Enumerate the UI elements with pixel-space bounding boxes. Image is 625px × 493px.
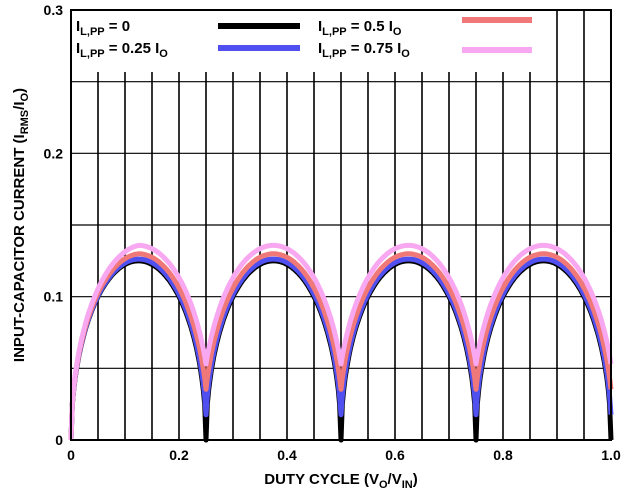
plot-frame (70, 9, 612, 441)
x-tick-label: 1.0 (601, 447, 621, 463)
y-tick-label: 0.1 (44, 289, 64, 305)
x-tick-label: 0.6 (385, 447, 405, 463)
legend-label-2: IL,PP = 0.5 IO (318, 18, 402, 38)
legend: IL,PP = 0IL,PP = 0.25 IO IL,PP = 0.5 IOIL… (76, 17, 532, 60)
series-line-2 (68, 251, 614, 441)
x-axis-title: DUTY CYCLE (VO/VIN) (264, 471, 417, 491)
y-tick-label: 0.2 (44, 145, 64, 161)
x-tick-label: 0 (67, 447, 75, 463)
series-line-3 (68, 242, 614, 441)
y-tick-label: 0.3 (44, 2, 64, 18)
grid-lines (71, 10, 611, 440)
y-tick-label: 0 (55, 432, 63, 448)
x-tick-label: 0.2 (169, 447, 189, 463)
y-axis-title: INPUT-CAPACITOR CURRENT (IRMS/IO) (11, 88, 31, 362)
legend-label-0: IL,PP = 0 (76, 18, 130, 38)
x-tick-label: 0.8 (493, 447, 513, 463)
x-tick-label: 0.4 (277, 447, 297, 463)
tick-labels: 0 0.2 0.4 0.6 0.8 1.0 0 0.1 0.2 0.3 (44, 2, 621, 463)
legend-label-1: IL,PP = 0.25 IO (76, 40, 168, 60)
series-line-1 (68, 256, 614, 441)
legend-label-3: IL,PP = 0.75 IO (318, 40, 410, 60)
